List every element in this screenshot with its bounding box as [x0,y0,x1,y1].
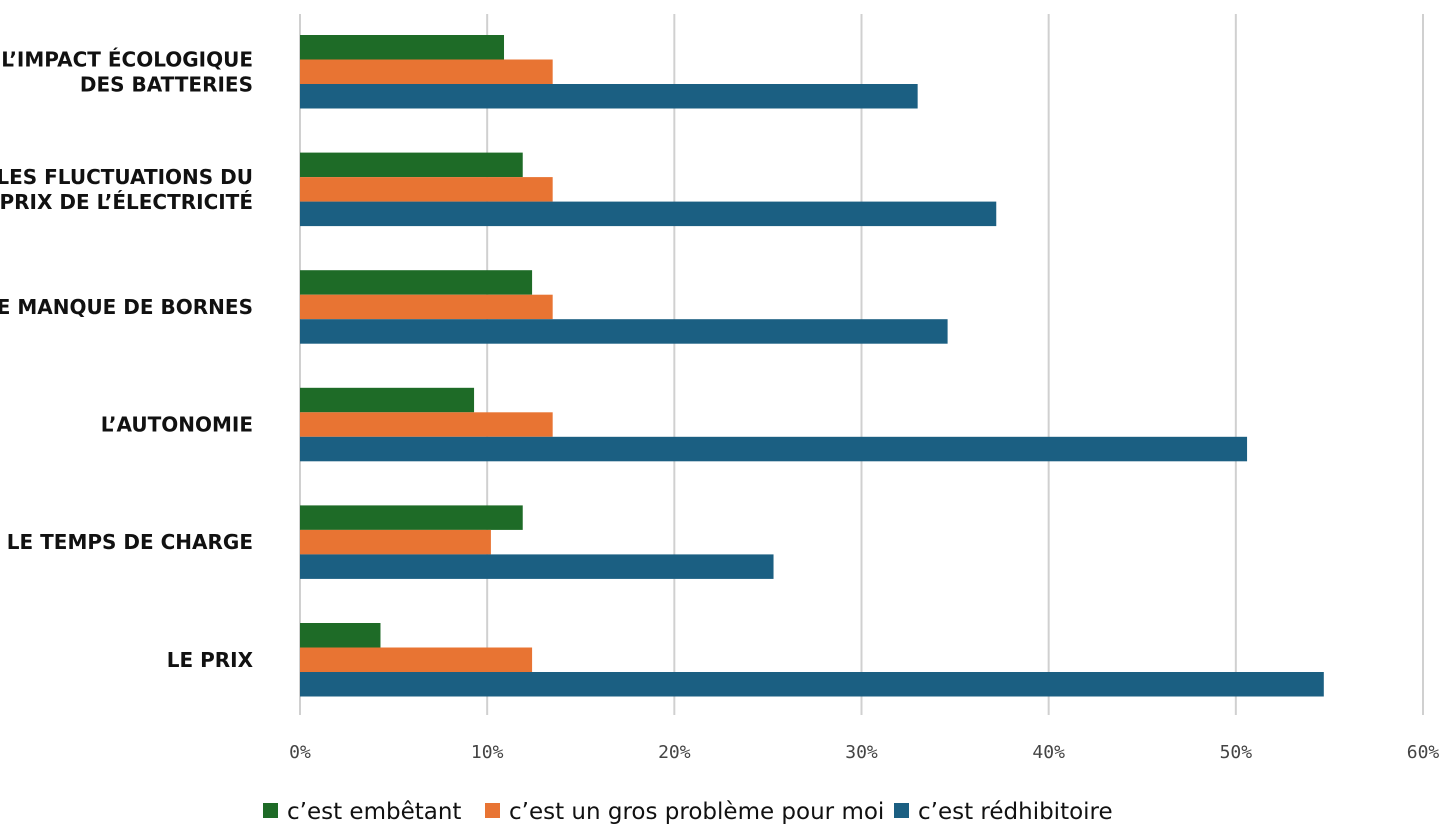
x-tick-label-60: 60% [1407,742,1440,763]
category-label-1: LES FLUCTUATIONS DU PRIX DE L’ÉLECTRICITÉ [0,165,253,214]
bar-series1-cat3 [300,412,553,437]
x-tick-label-40: 40% [1032,742,1065,763]
category-label-line: DES BATTERIES [80,72,253,96]
legend-swatch-2 [894,803,909,818]
bar-series1-cat5 [300,647,533,672]
category-label-line: LE PRIX [167,648,254,672]
category-label-line: PRIX DE L’ÉLECTRICITÉ [0,190,253,214]
x-tick-label-50: 50% [1220,742,1253,763]
bar-series1-cat0 [300,59,553,84]
category-label-4: LE TEMPS DE CHARGE [7,530,253,554]
legend-swatch-1 [485,803,500,818]
bar-series1-cat1 [300,177,553,202]
bar-series0-cat3 [300,387,475,413]
category-label-line: L’IMPACT ÉCOLOGIQUE [1,47,253,71]
bar-series0-cat2 [300,270,533,295]
category-label-3: L’AUTONOMIE [101,413,253,437]
bar-series1-cat2 [300,294,553,320]
x-tick-label-10: 10% [471,742,504,763]
legend-label-2: c’est rédhibitoire [918,799,1113,825]
category-labels: L’IMPACT ÉCOLOGIQUE DES BATTERIES LES FLUC… [0,47,254,672]
bar-series0-cat0 [300,35,505,60]
bar-series2-cat0 [300,84,918,109]
category-label-5: LE PRIX [167,648,254,672]
category-label-line: LE MANQUE DE BORNES [0,295,253,319]
x-tick-label-0: 0% [289,742,311,763]
category-label-2: LE MANQUE DE BORNES [0,295,253,319]
bars [300,35,1324,697]
category-label-0: L’IMPACT ÉCOLOGIQUE DES BATTERIES [1,47,253,96]
x-tick-label-20: 20% [658,742,691,763]
gridlines [299,14,1424,715]
bar-series0-cat4 [300,505,523,530]
bar-series0-cat5 [300,623,381,648]
legend: c’est embêtant c’est un gros problème pou… [263,799,1113,825]
bar-series2-cat2 [300,319,948,344]
category-label-line: LES FLUCTUATIONS DU [0,165,253,189]
bar-series1-cat4 [300,529,491,555]
bar-series2-cat5 [300,672,1324,697]
bar-series2-cat3 [300,436,1248,462]
bar-series2-cat1 [300,201,997,227]
x-axis-tick-labels: 0% 10% 20% 30% 40% 50% 60% [289,742,1439,763]
legend-label-0: c’est embêtant [287,799,461,825]
category-label-line: L’AUTONOMIE [101,413,253,437]
bar-series2-cat4 [300,554,774,579]
x-tick-label-30: 30% [845,742,878,763]
legend-label-1: c’est un gros problème pour moi [509,799,884,825]
legend-swatch-0 [263,803,278,818]
category-label-line: LE TEMPS DE CHARGE [7,530,253,554]
bar-series0-cat1 [300,152,523,178]
